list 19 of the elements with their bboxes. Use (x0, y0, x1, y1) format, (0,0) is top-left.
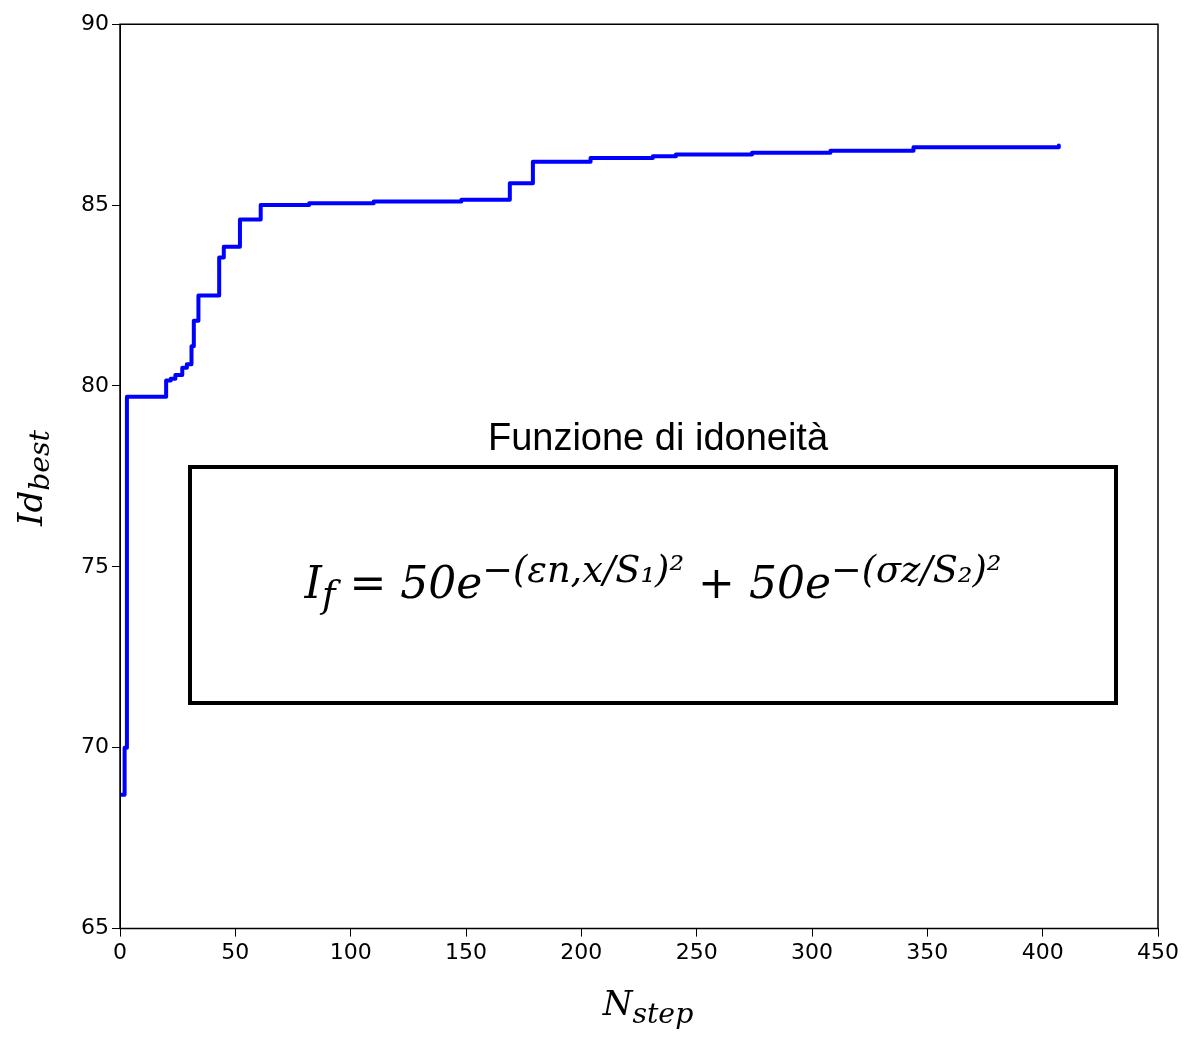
x-axis-title: N$_{step}$ (601, 983, 695, 1030)
x-tick-label: 450 (1137, 938, 1179, 964)
y-tick-label: 65 (81, 914, 109, 940)
y-tick-label: 80 (81, 371, 109, 397)
x-tick-label: 200 (560, 938, 603, 964)
y-tick-label: 85 (81, 190, 109, 216)
y-tick-label: 75 (81, 552, 109, 578)
x-tick-label: 300 (791, 938, 833, 964)
x-tick-label: 250 (675, 938, 718, 964)
annotation: Funzione di idoneità (486, 416, 830, 459)
x-tick-label: 400 (1021, 938, 1064, 964)
y-tick-label: 70 (81, 733, 109, 759)
y-tick-label: 90 (81, 9, 109, 35)
x-tick-label: 100 (329, 938, 372, 964)
x-tick-label: 150 (445, 938, 487, 964)
x-tick-label: 350 (906, 938, 949, 964)
annotation: I$_{f}$ = 50e$^{−(εn,x/S₁)²}$ + 50e$^{−(σz/S₂)²}$ (303, 548, 1003, 617)
x-tick-label: 0 (113, 938, 127, 964)
x-tick-label: 50 (221, 938, 250, 964)
